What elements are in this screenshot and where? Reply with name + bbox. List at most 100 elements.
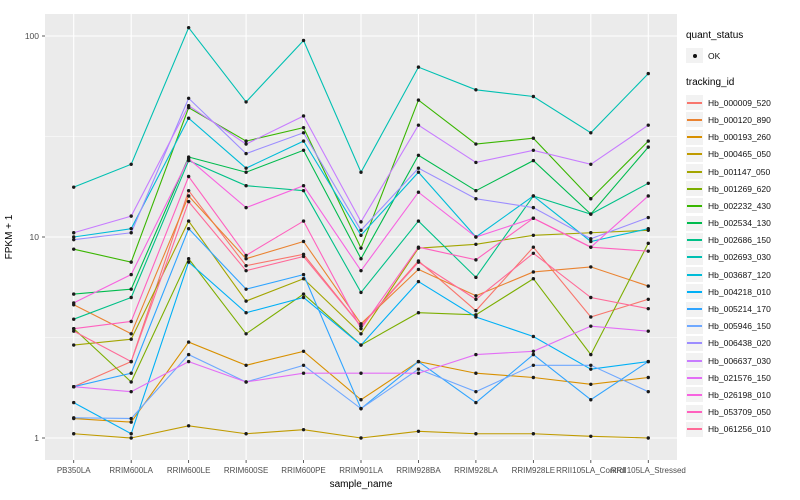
data-point	[244, 183, 248, 188]
data-point	[301, 219, 306, 223]
data-point	[129, 226, 133, 231]
series-swatch-icon	[687, 256, 702, 259]
data-point	[416, 279, 421, 284]
series-points-Hb_002534_130	[72, 145, 650, 296]
data-point	[359, 233, 363, 237]
data-point	[244, 170, 248, 174]
data-point	[416, 219, 421, 223]
legend-key	[686, 215, 703, 231]
data-point	[646, 284, 650, 288]
x-tick-label: RRIM600SE	[224, 466, 268, 475]
legend-key	[686, 232, 703, 248]
legend-quant-status: quant_status OK	[686, 30, 798, 64]
data-point	[244, 151, 248, 156]
data-point	[129, 332, 133, 336]
data-point	[72, 235, 76, 239]
data-point	[359, 371, 363, 375]
x-tick-label: PB350LA	[57, 466, 91, 475]
data-point	[129, 420, 133, 424]
legend-item-Hb_006438_020: Hb_006438_020	[686, 335, 798, 352]
data-point	[72, 247, 76, 251]
data-point	[359, 326, 363, 331]
data-point	[474, 432, 478, 436]
data-point	[646, 436, 650, 440]
data-point	[474, 294, 478, 298]
data-point	[531, 245, 536, 249]
data-point	[646, 139, 650, 143]
data-point	[416, 98, 421, 102]
data-point	[589, 315, 593, 319]
data-point	[244, 142, 248, 146]
legend-item-Hb_005214_170: Hb_005214_170	[686, 300, 798, 317]
legend-item-label: Hb_001269_620	[708, 183, 771, 194]
legend-item-label: Hb_053709_050	[708, 407, 771, 418]
series-swatch-icon	[687, 118, 702, 121]
data-point	[186, 359, 191, 364]
legend-entries: Hb_000009_520 Hb_000120_890 Hb_000193_260 H…	[686, 94, 798, 438]
legend-key	[686, 370, 703, 386]
data-point	[186, 104, 191, 108]
data-point	[359, 324, 363, 328]
data-point	[301, 125, 306, 130]
series-swatch-icon	[687, 342, 702, 345]
data-point	[244, 253, 248, 258]
series-swatch-icon	[687, 325, 702, 328]
data-point	[646, 241, 650, 246]
data-point	[646, 306, 650, 311]
data-point	[301, 295, 306, 300]
data-point	[301, 139, 306, 143]
series-points-Hb_005946_150	[72, 352, 650, 421]
data-point	[186, 157, 191, 161]
series-swatch-icon	[687, 101, 702, 104]
series-swatch-icon	[687, 239, 702, 242]
series-swatch-icon	[687, 187, 702, 190]
data-point	[589, 245, 593, 249]
legend-key	[686, 112, 703, 128]
legend: quant_status OK tracking_id Hb_000009_52…	[686, 30, 798, 451]
data-point	[416, 311, 421, 315]
series-swatch-icon	[687, 308, 702, 311]
data-point	[416, 190, 421, 194]
data-point	[531, 233, 536, 237]
data-point	[359, 322, 363, 326]
x-tick-label: RRIM901LA	[339, 466, 383, 475]
legend-key	[686, 198, 703, 214]
series-points-Hb_006438_020	[72, 96, 650, 242]
data-point	[589, 212, 593, 216]
data-point	[72, 432, 76, 436]
legend-key	[686, 421, 703, 437]
ok-point-icon	[692, 53, 697, 58]
data-point	[72, 317, 76, 321]
data-point	[646, 145, 650, 149]
data-point	[244, 380, 248, 384]
data-point	[301, 131, 306, 135]
legend-key	[686, 95, 703, 111]
data-point	[301, 349, 306, 353]
data-point	[474, 258, 478, 262]
series-points-Hb_021576_150	[72, 324, 650, 394]
data-point	[474, 188, 478, 193]
data-point	[129, 287, 133, 291]
data-point	[531, 205, 536, 210]
legend-item-label: OK	[708, 50, 721, 61]
series-points-Hb_000193_260	[72, 340, 650, 424]
data-point	[646, 194, 650, 198]
data-point	[129, 337, 133, 341]
data-point	[186, 226, 191, 231]
legend-item-Hb_006637_030: Hb_006637_030	[686, 352, 798, 369]
y-axis-title: FPKM + 1	[4, 214, 15, 259]
data-point	[531, 277, 536, 281]
data-point	[474, 235, 478, 239]
legend-key	[686, 404, 703, 420]
data-point	[129, 436, 133, 440]
data-point	[359, 268, 363, 273]
legend-item-label: Hb_000009_520	[708, 97, 771, 108]
data-point	[186, 194, 191, 198]
x-tick-label: RRII105LA_Stressed	[611, 466, 686, 475]
data-point	[359, 406, 363, 411]
data-point	[186, 424, 191, 428]
data-point	[186, 96, 191, 100]
data-point	[129, 416, 133, 421]
data-point	[244, 299, 248, 303]
data-point	[589, 237, 593, 241]
